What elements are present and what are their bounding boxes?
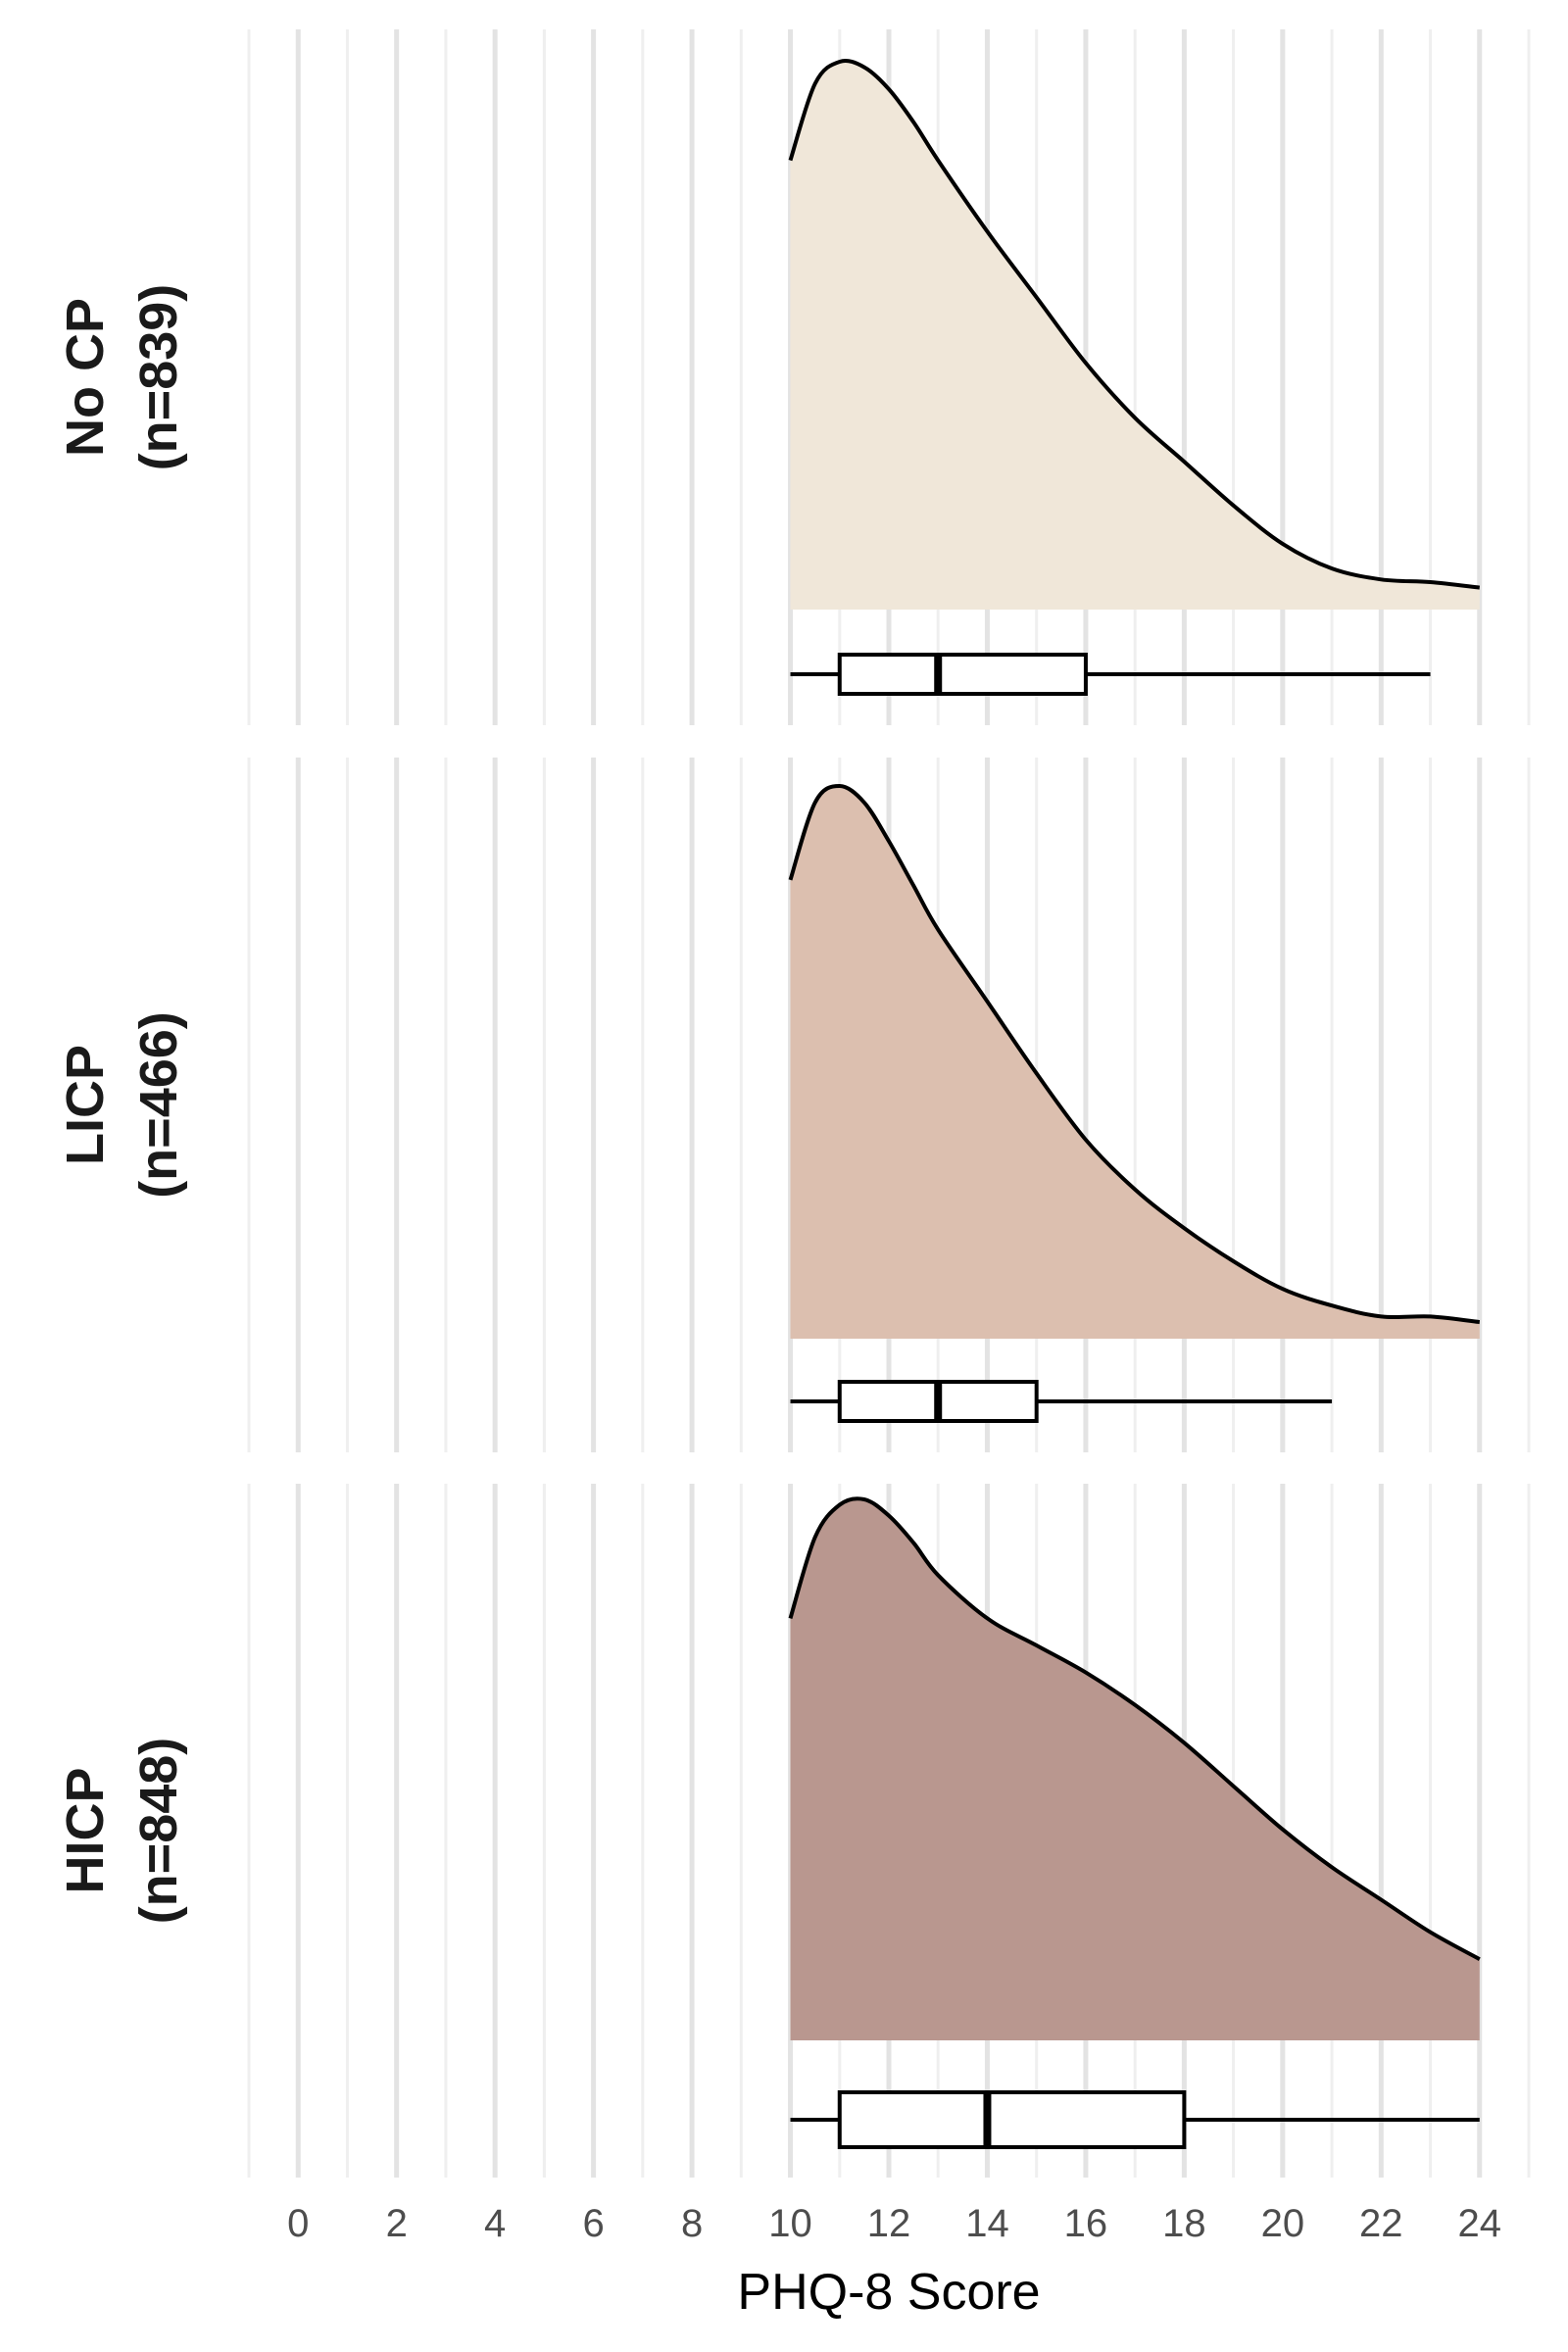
panel-3: [788, 1496, 1481, 2149]
facet-label-line1-3: HICP: [56, 1767, 115, 1893]
x-tick-label-0: 0: [287, 2202, 309, 2245]
density-area-3: [790, 1498, 1480, 2040]
x-tick-label-16: 16: [1064, 2202, 1108, 2245]
facet-label-line1-1: No CP: [56, 298, 115, 457]
x-axis-title: PHQ-8 Score: [737, 2264, 1040, 2321]
facet-label-line2-3: (n=848): [129, 1738, 188, 1925]
x-tick-label-8: 8: [681, 2202, 703, 2245]
facet-label-line1-2: LICP: [56, 1045, 115, 1165]
x-tick-label-10: 10: [768, 2202, 812, 2245]
x-tick-label-24: 24: [1458, 2202, 1502, 2245]
x-tick-label-20: 20: [1261, 2202, 1305, 2245]
density-curve-1: [788, 59, 1481, 590]
x-tick-label-12: 12: [867, 2202, 911, 2245]
facet-labels: No CP (n=839) LICP (n=466) HICP (n=848): [56, 284, 188, 1925]
iqr-box-1: [837, 653, 1088, 696]
density-curve-2: [788, 783, 1481, 1325]
facet-label-line2-2: (n=466): [129, 1011, 188, 1199]
iqr-box-3: [837, 2090, 1187, 2149]
x-tick-label-4: 4: [484, 2202, 506, 2245]
x-tick-label-2: 2: [386, 2202, 408, 2245]
facet-label-line2-1: (n=839): [129, 284, 188, 471]
panels: [788, 59, 1481, 2149]
panel-2: [788, 783, 1481, 1423]
x-axis-ticks: 0 2 4 6 8 10 12 14 16 18 20 22 24: [287, 2202, 1501, 2245]
x-tick-label-18: 18: [1162, 2202, 1206, 2245]
x-tick-label-22: 22: [1359, 2202, 1403, 2245]
x-tick-label-6: 6: [582, 2202, 604, 2245]
density-area-2: [790, 786, 1480, 1339]
panel-1: [788, 59, 1481, 696]
x-tick-label-14: 14: [965, 2202, 1009, 2245]
density-curve-3: [788, 1496, 1481, 1961]
